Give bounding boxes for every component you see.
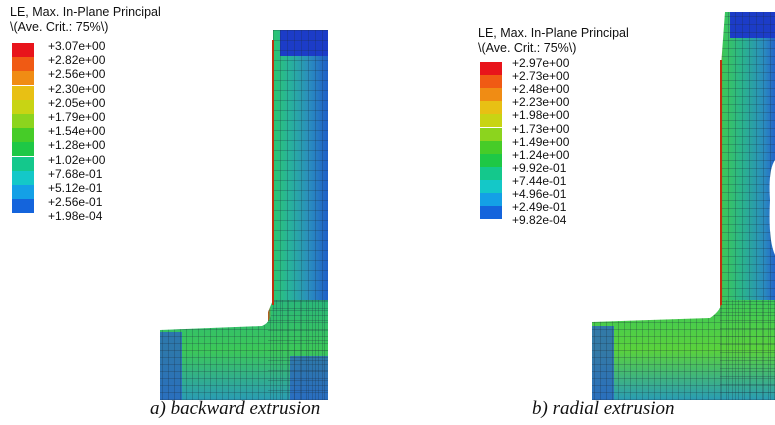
legend-value-label: +2.23e+00: [512, 95, 570, 110]
legend-value-label: +1.98e-04: [48, 209, 103, 224]
legend-value-label: +9.82e-04: [512, 213, 567, 228]
legend-title: LE, Max. In-Plane Principal \(Ave. Crit.…: [478, 26, 629, 56]
legend-swatch: [480, 62, 502, 75]
legend-swatch: [480, 193, 502, 206]
figure-a-panel: LE, Max. In-Plane Principal \(Ave. Crit.…: [10, 5, 328, 419]
legend-swatch: [12, 170, 34, 185]
legend-value-label: +1.73e+00: [512, 121, 570, 136]
legend-swatch: [12, 71, 34, 86]
legend-value-label: +1.24e+00: [512, 147, 570, 162]
legend-value-label: +2.05e+00: [48, 95, 106, 110]
legend-value-label: +2.48e+00: [512, 82, 570, 97]
legend-swatch: [480, 166, 502, 180]
legend-swatch: [480, 88, 502, 102]
legend-swatch: [480, 101, 502, 115]
legend-swatch: [480, 114, 502, 128]
legend-swatch: [12, 57, 34, 72]
legend-swatch: [480, 179, 502, 193]
legend-title-line2: \(Ave. Crit.: 75%\): [10, 20, 109, 34]
legend-value-label: +9.92e-01: [512, 160, 567, 175]
caption-a: a) backward extrusion: [150, 398, 321, 419]
legend-value-label: +2.56e+00: [48, 67, 106, 82]
legend-value-label: +2.73e+00: [512, 69, 570, 84]
legend-value-label: +2.82e+00: [48, 53, 106, 68]
legend-swatch: [12, 142, 34, 157]
legend-title: LE, Max. In-Plane Principal \(Ave. Crit.…: [10, 5, 161, 35]
legend-value-label: +2.56e-01: [48, 195, 103, 210]
legend-swatch: [12, 99, 34, 114]
legend-swatch: [480, 127, 502, 141]
legend-swatch: [12, 85, 34, 100]
legend-swatch: [480, 153, 502, 167]
legend-value-label: +5.12e-01: [48, 181, 103, 195]
legend-swatch: [480, 75, 502, 89]
legend-value-label: +4.96e-01: [512, 187, 567, 201]
legend-title-line1: LE, Max. In-Plane Principal: [10, 5, 161, 19]
figure-b-panel: LE, Max. In-Plane Principal \(Ave. Crit.…: [420, 0, 775, 425]
legend-value-label: +1.79e+00: [48, 110, 106, 124]
legend-value-label: +2.49e-01: [512, 200, 567, 215]
legend-value-label: +7.44e-01: [512, 173, 567, 188]
legend-value-label: +1.02e+00: [48, 152, 106, 167]
legend-title-line1: LE, Max. In-Plane Principal: [478, 26, 629, 40]
backward-extrusion-mesh: [160, 30, 328, 400]
legend-value-label: +7.68e-01: [48, 166, 103, 181]
legend-swatch: [480, 206, 502, 220]
legend-swatch: [12, 199, 34, 214]
legend-value-label: +2.30e+00: [48, 81, 106, 96]
legend-value-label: +1.49e+00: [512, 134, 570, 149]
legend-value-label: +2.97e+00: [512, 56, 570, 70]
legend-swatch: [12, 43, 34, 57]
radial-extrusion-mesh: [592, 12, 775, 400]
legend-swatch: [12, 156, 34, 171]
legend-swatch: [12, 114, 34, 128]
legend-title-line2: \(Ave. Crit.: 75%\): [478, 41, 577, 55]
legend-swatch: [12, 185, 34, 199]
legend-swatch: [480, 140, 502, 154]
legend-value-label: +3.07e+00: [48, 39, 106, 53]
legend-value-label: +1.28e+00: [48, 138, 106, 153]
legend-value-label: +1.98e+00: [512, 108, 570, 123]
caption-b: b) radial extrusion: [532, 398, 675, 419]
legend-value-label: +1.54e+00: [48, 124, 106, 139]
legend-swatch: [12, 128, 34, 143]
